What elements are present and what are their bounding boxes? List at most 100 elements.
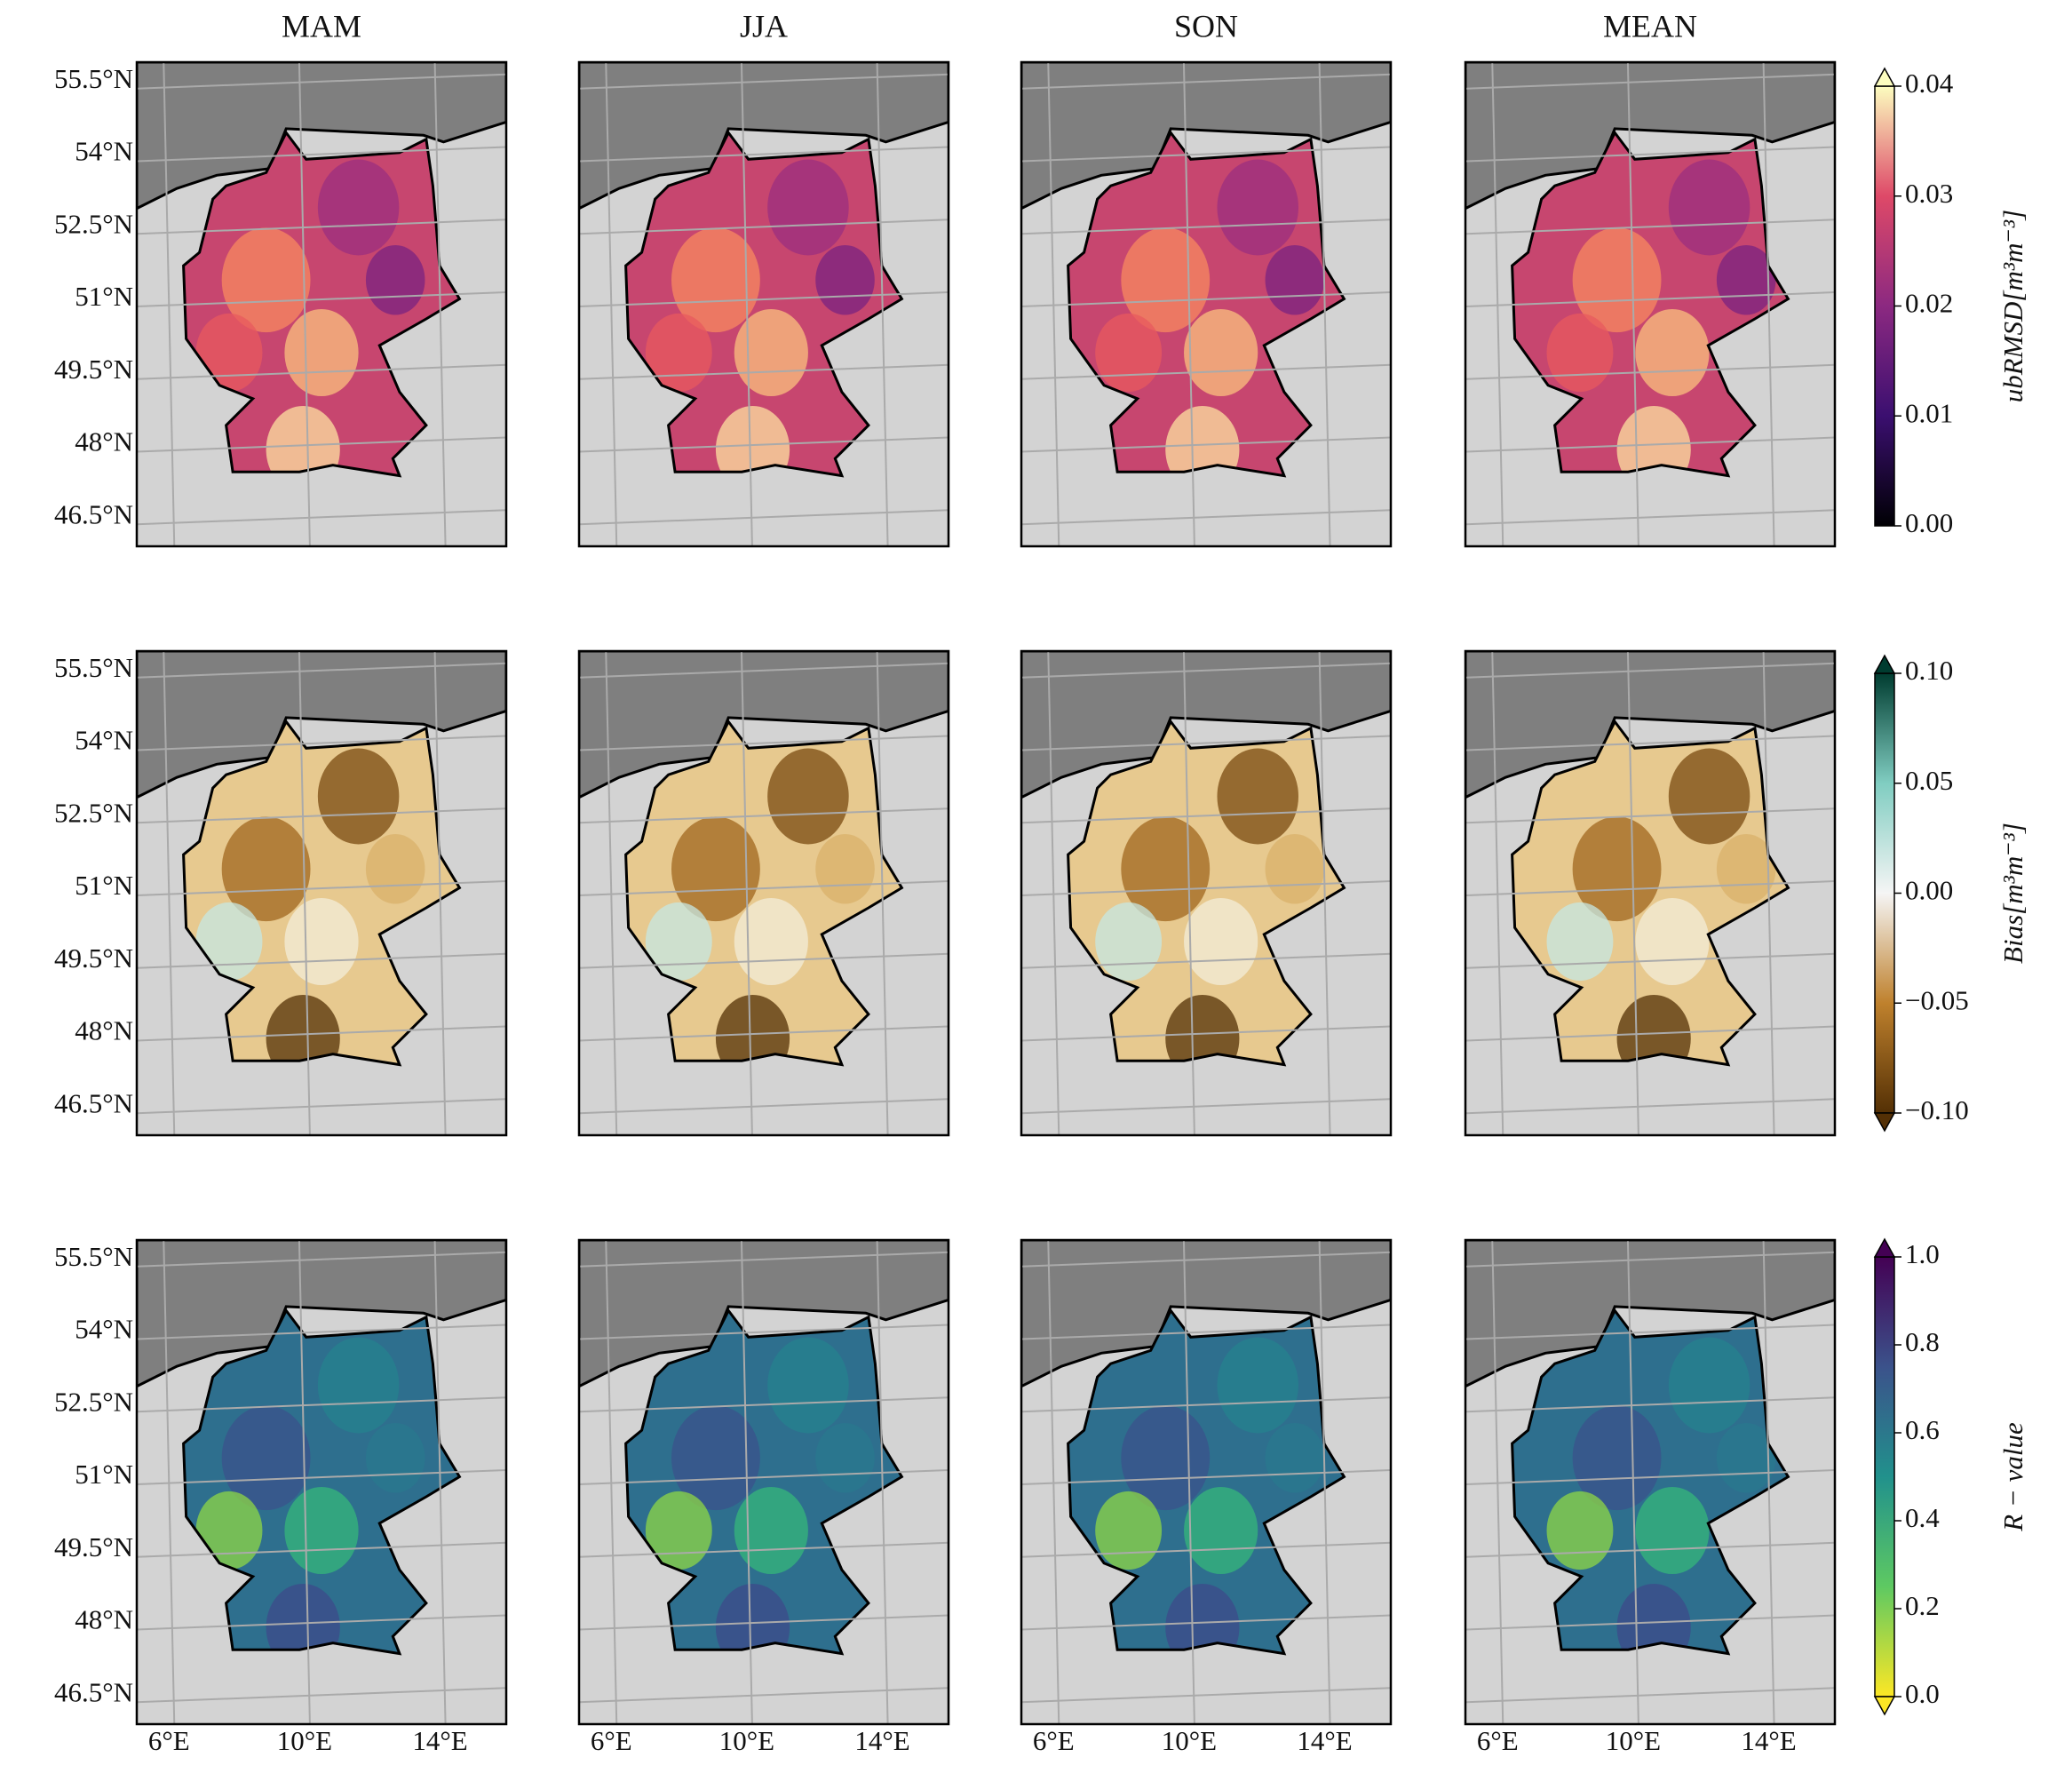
field-blob xyxy=(365,245,425,315)
field-blob xyxy=(734,897,808,986)
graticule-lon xyxy=(1318,1240,1331,1724)
lon-label: 14°E xyxy=(412,1725,467,1756)
panel-frame xyxy=(1464,60,1837,548)
lon-label: 14°E xyxy=(1297,1725,1352,1756)
graticule-lat xyxy=(579,1469,949,1486)
field-blob xyxy=(1546,1491,1614,1570)
field-blob xyxy=(734,308,808,397)
graticule-lon xyxy=(163,62,176,546)
germany xyxy=(625,132,902,476)
graticule-lat xyxy=(1465,735,1835,751)
graticule-lat xyxy=(579,735,949,751)
graticule-lat xyxy=(1465,1396,1835,1413)
graticule-lat xyxy=(1465,1025,1835,1042)
graticule-lat xyxy=(579,291,949,308)
germany-border xyxy=(182,719,462,1067)
graticule-lon xyxy=(298,62,311,546)
map-panel xyxy=(1021,651,1391,1135)
field-blob xyxy=(1546,313,1614,393)
lon-label: 6°E xyxy=(1477,1725,1519,1756)
field-blob xyxy=(221,816,311,922)
panel-frame xyxy=(577,649,950,1137)
graticule-lat xyxy=(1021,1025,1391,1042)
graticule-lat xyxy=(1465,1614,1835,1631)
lat-label: 51°N xyxy=(75,870,133,901)
graticule-lon xyxy=(1318,62,1331,546)
graticule-lon xyxy=(298,1240,311,1724)
graticule-lat xyxy=(579,662,949,679)
germany-border xyxy=(1511,719,1790,1067)
panel-frame xyxy=(1020,60,1393,548)
colorbar-tick-label: 0.00 xyxy=(1905,507,1953,538)
field-blob xyxy=(365,1423,425,1493)
germany-border xyxy=(1511,1308,1790,1656)
field-blob xyxy=(195,902,263,982)
field-blob xyxy=(365,834,425,904)
graticule-lat xyxy=(137,1541,506,1558)
lat-label: 55.5°N xyxy=(54,652,133,683)
graticule-lat xyxy=(1465,219,1835,235)
map-panel xyxy=(137,1240,506,1724)
sea xyxy=(137,62,506,211)
graticule-lon xyxy=(1626,1240,1639,1724)
colorbar-tick-label: 0.04 xyxy=(1905,68,1954,99)
colorbar-tick-label: 0.6 xyxy=(1905,1414,1940,1445)
graticule-lat xyxy=(579,1324,949,1340)
sea xyxy=(579,651,949,799)
graticule-lat xyxy=(1021,436,1391,453)
field-blob xyxy=(317,159,400,256)
field-blob xyxy=(1572,227,1662,333)
graticule-lat xyxy=(137,1614,506,1631)
map-panel xyxy=(1465,1240,1835,1724)
colorbar xyxy=(1874,1256,1895,1697)
lat-label: 51°N xyxy=(75,281,133,312)
graticule-lon xyxy=(605,651,618,1135)
graticule-lon xyxy=(433,651,447,1135)
sea xyxy=(1021,651,1391,799)
germany-border xyxy=(182,130,462,478)
lon-label: 10°E xyxy=(277,1725,332,1756)
field-blob xyxy=(645,902,712,982)
lat-label: 49.5°N xyxy=(54,942,133,974)
lat-label: 52.5°N xyxy=(54,797,133,828)
graticule-lat xyxy=(1465,662,1835,679)
graticule-lon xyxy=(1762,62,1775,546)
graticule-lon xyxy=(163,651,176,1135)
colorbar-extend xyxy=(1873,654,1896,674)
graticule-lon xyxy=(1491,1240,1504,1724)
graticule-lat xyxy=(137,291,506,308)
field-blob xyxy=(815,1423,875,1493)
graticule-lat xyxy=(137,807,506,824)
sea xyxy=(1021,62,1391,211)
field-blob xyxy=(284,308,359,397)
graticule-lat xyxy=(1021,880,1391,897)
lat-label: 52.5°N xyxy=(54,1386,133,1417)
panel-frame xyxy=(1464,1238,1837,1726)
sea xyxy=(1465,62,1835,211)
map-panel xyxy=(1021,62,1391,546)
sea xyxy=(137,1240,506,1388)
field-blob xyxy=(815,834,875,904)
sea xyxy=(1465,1240,1835,1388)
colorbar-extend xyxy=(1873,1237,1896,1258)
graticule-lat xyxy=(137,219,506,235)
graticule-lon xyxy=(1491,651,1504,1135)
graticule-lat xyxy=(1465,807,1835,824)
graticule-lat xyxy=(137,73,506,90)
sea xyxy=(1021,1240,1391,1388)
panel-frame xyxy=(1464,649,1837,1137)
lat-label: 54°N xyxy=(75,1314,133,1345)
panel-frame xyxy=(135,60,508,548)
graticule-lat xyxy=(137,880,506,897)
graticule-lat xyxy=(137,146,506,163)
lat-label: 54°N xyxy=(75,725,133,756)
graticule-lat xyxy=(1021,219,1391,235)
column-title: JJA xyxy=(740,8,788,44)
field-blob xyxy=(221,227,311,333)
graticule-lat xyxy=(137,1251,506,1268)
graticule-lat xyxy=(1465,1469,1835,1486)
colorbar-tick-label: 0.0 xyxy=(1905,1678,1940,1709)
map-panel xyxy=(1465,62,1835,546)
map-panel xyxy=(137,62,506,546)
colorbar-label: Bias[m³m⁻³] xyxy=(1997,823,2028,964)
